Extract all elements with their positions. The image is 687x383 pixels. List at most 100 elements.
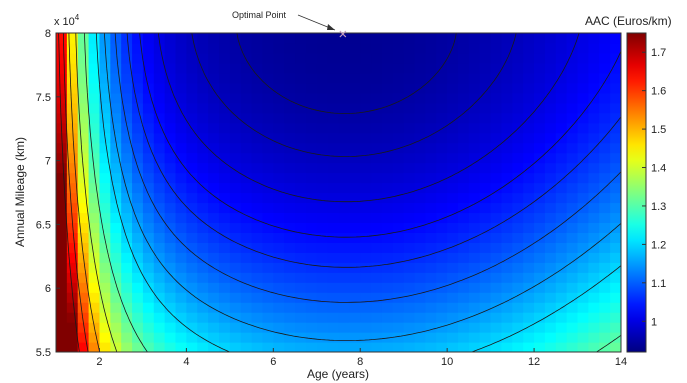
heatmap-cell xyxy=(229,52,242,64)
heatmap-cell xyxy=(273,182,285,194)
heatmap-cell xyxy=(403,262,416,273)
heatmap-cell xyxy=(305,232,318,243)
heatmap-cell xyxy=(132,142,144,154)
heatmap-cell xyxy=(501,232,513,243)
heatmap-cell xyxy=(414,112,427,124)
heatmap-cell xyxy=(425,332,437,343)
heatmap-cell xyxy=(77,102,90,114)
heatmap-cell xyxy=(392,322,405,333)
heatmap-cell xyxy=(110,202,122,214)
heatmap-cell xyxy=(121,112,133,124)
heatmap-cell xyxy=(175,102,187,114)
heatmap-cell xyxy=(229,112,242,124)
heatmap-cell xyxy=(142,262,155,273)
heatmap-cell xyxy=(566,182,579,194)
heatmap-cell xyxy=(110,182,122,194)
heatmap-cell xyxy=(208,322,220,333)
heatmap-cell xyxy=(175,132,187,144)
heatmap-cell xyxy=(599,122,611,134)
heatmap-cell xyxy=(392,342,405,352)
heatmap-cell xyxy=(544,102,557,114)
heatmap-cell xyxy=(436,52,448,64)
heatmap-cell xyxy=(523,202,535,214)
heatmap-cell xyxy=(186,162,198,174)
heatmap-cell xyxy=(588,242,600,253)
heatmap-cell xyxy=(479,332,492,343)
heatmap-cell xyxy=(88,33,101,44)
heatmap-cell xyxy=(251,162,264,174)
heatmap-cell xyxy=(610,72,621,84)
heatmap-cell xyxy=(566,72,579,84)
heatmap-cell xyxy=(305,42,318,54)
heatmap-cell xyxy=(88,42,101,54)
heatmap-cell xyxy=(566,252,579,263)
heatmap-cell xyxy=(229,62,242,74)
heatmap-cell xyxy=(414,272,427,283)
heatmap-cell xyxy=(447,52,459,64)
heatmap-cell xyxy=(523,33,535,44)
heatmap-cell xyxy=(240,302,253,313)
heatmap-cell xyxy=(121,182,133,194)
heatmap-cell xyxy=(295,272,307,283)
heatmap-cell xyxy=(610,132,621,144)
heatmap-cell xyxy=(458,162,470,174)
heatmap-cell xyxy=(360,202,372,214)
heatmap-cell xyxy=(66,112,79,124)
heatmap-cell xyxy=(414,152,427,164)
heatmap-cell xyxy=(610,292,621,303)
heatmap-cell xyxy=(555,82,568,94)
heatmap-cell xyxy=(338,182,350,194)
heatmap-cell xyxy=(327,62,340,74)
heatmap-cell xyxy=(610,192,621,204)
heatmap-cell xyxy=(610,182,621,194)
heatmap-cell xyxy=(588,292,600,303)
heatmap-cell xyxy=(295,312,307,323)
heatmap-cell xyxy=(208,282,220,293)
heatmap-cell xyxy=(458,212,470,224)
heatmap-cell xyxy=(88,102,101,114)
heatmap-cell xyxy=(577,132,590,144)
heatmap-cell xyxy=(164,242,177,253)
heatmap-cell xyxy=(414,222,427,233)
heatmap-cell xyxy=(447,122,459,134)
heatmap-cell xyxy=(77,242,90,253)
heatmap-cell xyxy=(534,132,546,144)
heatmap-cell xyxy=(338,172,350,184)
heatmap-cell xyxy=(555,252,568,263)
heatmap-cell xyxy=(121,122,133,134)
y-multiplier-label: x 104 xyxy=(54,13,80,28)
heatmap-cell xyxy=(577,212,590,224)
heatmap-cell xyxy=(371,212,383,224)
heatmap-cell xyxy=(164,182,177,194)
heatmap-cell xyxy=(425,272,437,283)
heatmap-cell xyxy=(534,182,546,194)
heatmap-cell xyxy=(77,302,90,313)
heatmap-cell xyxy=(153,102,166,114)
heatmap-cell xyxy=(468,152,481,164)
heatmap-cell xyxy=(360,332,372,343)
heatmap-cell xyxy=(186,122,198,134)
heatmap-cell xyxy=(197,132,209,144)
heatmap-cell xyxy=(305,122,318,134)
heatmap-cell xyxy=(338,152,350,164)
heatmap-cell xyxy=(534,42,546,54)
heatmap-cell xyxy=(610,342,621,352)
heatmap-cell xyxy=(218,72,231,84)
heatmap-cell xyxy=(208,192,220,204)
heatmap-cell xyxy=(142,292,155,303)
heatmap-cell xyxy=(316,142,329,154)
heatmap-cell xyxy=(99,142,111,154)
heatmap-cell xyxy=(262,72,274,84)
heatmap-cell xyxy=(414,33,427,44)
heatmap-cell xyxy=(414,52,427,64)
heatmap-cell xyxy=(284,92,296,104)
heatmap-cell xyxy=(56,212,68,224)
heatmap-cell xyxy=(208,142,220,154)
heatmap-cell xyxy=(381,332,394,343)
heatmap-cell xyxy=(316,92,329,104)
heatmap-cell xyxy=(251,82,264,94)
heatmap-cell xyxy=(295,182,307,194)
heatmap-cell xyxy=(534,82,546,94)
heatmap-cell xyxy=(110,292,122,303)
